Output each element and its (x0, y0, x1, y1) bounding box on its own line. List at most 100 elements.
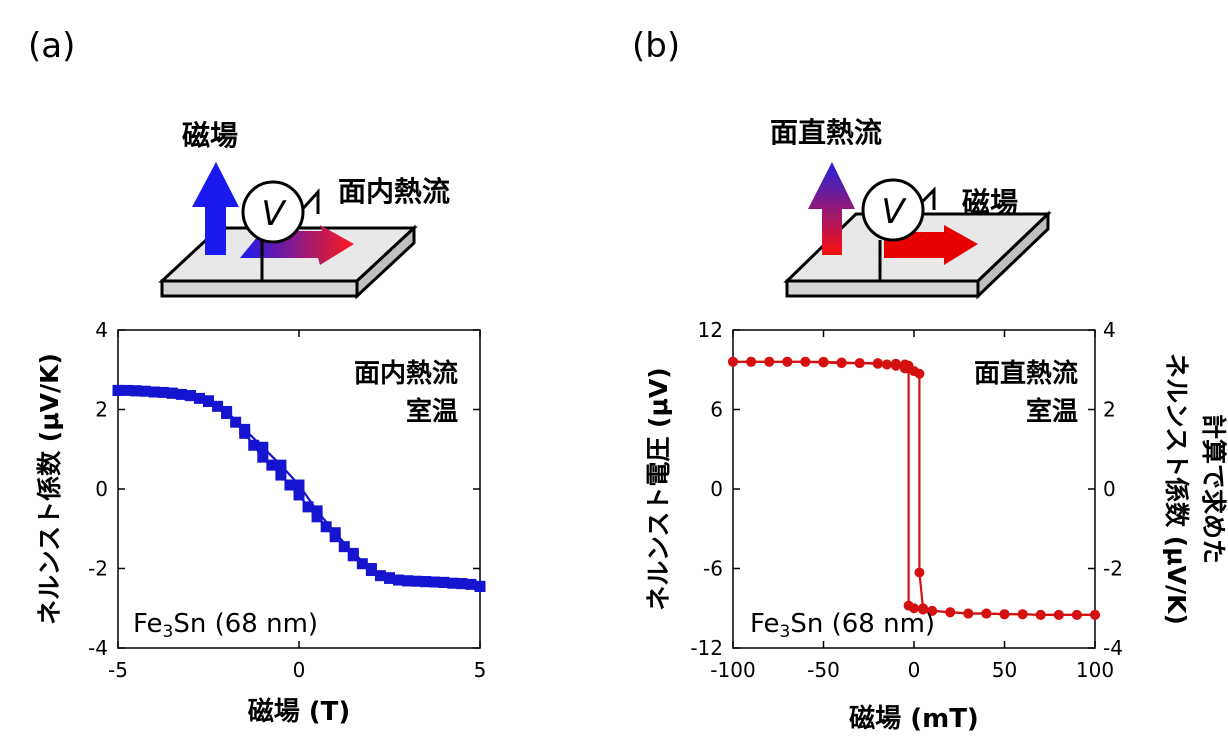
sample-plate-side (976, 210, 1050, 300)
heat-flow-arrow (808, 162, 855, 255)
data-point (782, 356, 793, 367)
y-right-tick-label: -2 (1103, 557, 1123, 581)
voltmeter-label: V (261, 194, 287, 234)
data-point (963, 608, 974, 619)
data-point (248, 439, 260, 451)
data-point (818, 356, 829, 367)
field-label: 磁場 (962, 186, 1018, 219)
data-point (836, 357, 847, 368)
y-tick-label: 4 (95, 318, 108, 342)
data-point (764, 356, 775, 367)
data-point (903, 600, 914, 611)
data-point (347, 547, 359, 559)
y-axis-label-right-line: ネルンスト係数 (μV/K) (1162, 353, 1191, 625)
data-point (266, 459, 278, 471)
sample-plate-front (785, 279, 980, 298)
y-axis-label: ネルンスト係数 (μV/K) (35, 353, 64, 625)
sample-label: Fe3Sn (68 nm) (133, 609, 318, 642)
axis-ticks: -100 -50 0 50 100 12 6 0 -6 -12 4 2 0 -2 -4 (690, 318, 1123, 682)
y-tick-label: -2 (88, 557, 108, 581)
voltmeter-icon (861, 178, 925, 242)
data-point (1035, 609, 1046, 620)
data-point (1090, 609, 1100, 620)
data-point (1017, 609, 1028, 620)
x-tick-label: 50 (992, 658, 1017, 682)
condition-label: 面直熱流 (974, 359, 1078, 389)
data-point (927, 605, 938, 616)
panel-a-label: (a) (28, 26, 75, 66)
x-tick-label: -100 (710, 658, 755, 682)
sample-label-prefix: Fe (750, 609, 780, 639)
sample-plate-front (160, 279, 359, 298)
data-point (474, 580, 486, 592)
y-tick-label: -4 (88, 636, 108, 660)
field-arrow (192, 162, 239, 255)
data-point (329, 527, 341, 539)
data-point (402, 575, 414, 587)
data-point (981, 608, 992, 619)
chart-a: -5 0 5 4 2 0 -2 -4 面内熱流 室温 Fe3Sn (68 nm) 磁場 (T)… (35, 318, 486, 727)
y-tick-label: 0 (95, 477, 108, 501)
data-point (999, 609, 1010, 620)
data-point (374, 570, 386, 582)
data-point (854, 358, 865, 369)
data-point (356, 558, 368, 570)
data-point (311, 505, 323, 517)
data-point (166, 387, 178, 399)
data-point (221, 405, 233, 417)
data-point (872, 358, 883, 369)
y-tick-label: 2 (95, 398, 108, 422)
data-point (257, 441, 269, 453)
condition-label: 面内熱流 (354, 359, 458, 389)
x-axis-label: 磁場 (mT) (849, 703, 979, 734)
schematic-b: V 面直熱流 磁場 (770, 116, 1052, 300)
y-axis-label-right-line: 計算で求めた (1199, 414, 1228, 564)
data-point (438, 576, 450, 588)
x-tick-label: 0 (293, 658, 306, 682)
data-point (302, 501, 314, 513)
data-point (257, 451, 269, 463)
data-point (800, 356, 811, 367)
field-label: 磁場 (182, 119, 238, 152)
y-right-tick-label: 4 (1103, 318, 1116, 342)
panel-b-label: (b) (632, 26, 680, 66)
data-point (899, 359, 910, 370)
sample-label-prefix: Fe (133, 609, 163, 639)
data-point (914, 567, 925, 578)
y-right-tick-label: -4 (1103, 636, 1123, 660)
sample-plate-side (355, 224, 416, 300)
data-point (728, 356, 738, 367)
data-point (275, 469, 287, 481)
schematic-a: V 磁場 面内熱流 (158, 119, 450, 300)
x-tick-label: 5 (474, 658, 487, 682)
voltmeter-label: V (881, 192, 907, 232)
data-point (130, 385, 142, 397)
probe-wire-back (296, 188, 320, 216)
temperature-label: 室温 (1026, 396, 1078, 427)
y-tick-label: -6 (703, 557, 723, 581)
data-point (914, 368, 925, 379)
y-right-tick-label: 0 (1103, 477, 1116, 501)
data-point (293, 489, 305, 501)
data-point (746, 356, 757, 367)
data-series (112, 384, 486, 592)
data-point (918, 604, 929, 615)
temperature-label: 室温 (406, 396, 458, 427)
sample-label: Fe3Sn (68 nm) (750, 609, 935, 642)
data-point (456, 578, 468, 590)
data-point (320, 521, 332, 533)
y-right-tick-label: 2 (1103, 398, 1116, 422)
x-tick-label: 0 (908, 658, 921, 682)
data-point (420, 576, 432, 588)
data-point (338, 541, 350, 553)
y-tick-label: 6 (710, 398, 723, 422)
x-tick-label: 100 (1076, 658, 1114, 682)
data-point (1071, 609, 1082, 620)
y-tick-label: 12 (698, 318, 723, 342)
sample-label-subscript: 3 (163, 622, 174, 642)
y-tick-label: 0 (710, 477, 723, 501)
data-point (311, 511, 323, 523)
data-point (293, 479, 305, 491)
data-point (230, 416, 242, 428)
